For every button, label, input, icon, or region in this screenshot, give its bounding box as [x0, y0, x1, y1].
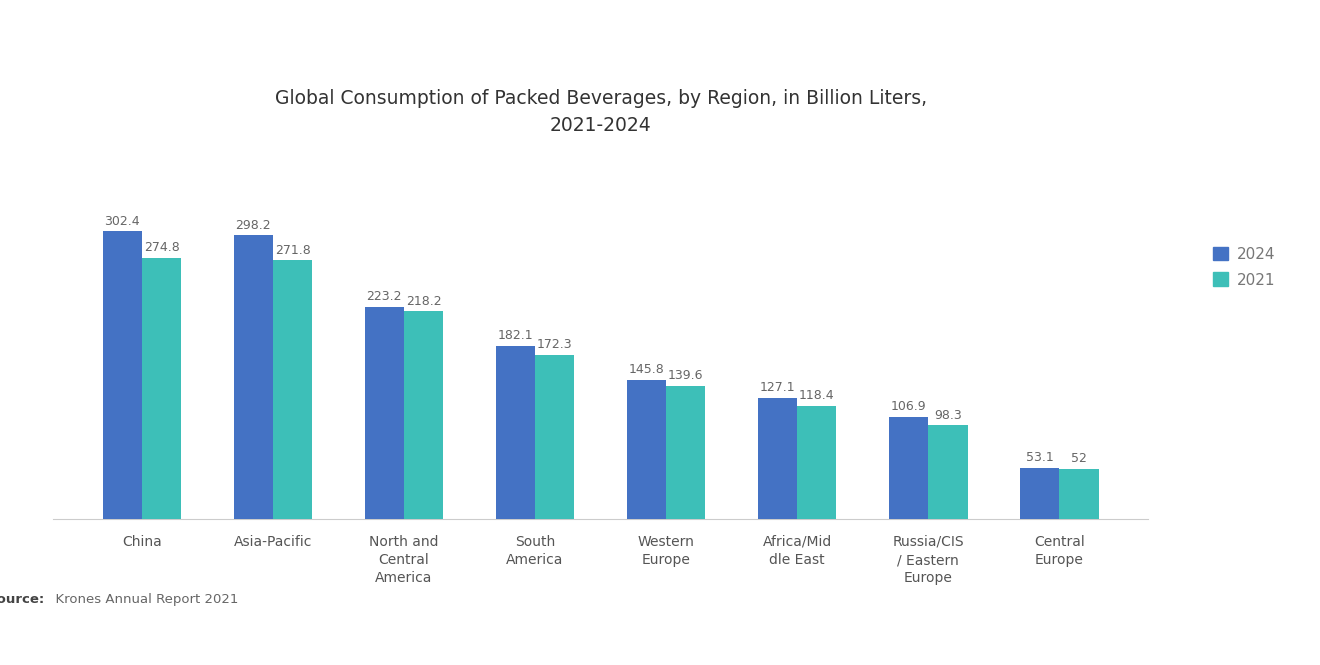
Text: 145.8: 145.8 [628, 363, 664, 376]
Text: 106.9: 106.9 [891, 400, 927, 414]
Bar [797, 406, 837, 519]
Legend: 2024, 2021: 2024, 2021 [1205, 239, 1283, 295]
Text: 139.6: 139.6 [668, 369, 704, 382]
Bar [1059, 469, 1098, 519]
Bar [234, 235, 273, 519]
Bar [758, 398, 797, 519]
Bar [103, 231, 143, 519]
Bar [667, 386, 705, 519]
Text: 118.4: 118.4 [799, 390, 834, 402]
Text: 98.3: 98.3 [935, 408, 962, 422]
Bar [143, 257, 181, 519]
Bar [273, 261, 313, 519]
Title: Global Consumption of Packed Beverages, by Region, in Billion Liters,
2021-2024: Global Consumption of Packed Beverages, … [275, 89, 927, 134]
Text: 53.1: 53.1 [1026, 452, 1053, 464]
Text: 182.1: 182.1 [498, 329, 533, 342]
Text: Krones Annual Report 2021: Krones Annual Report 2021 [48, 593, 239, 606]
Text: 218.2: 218.2 [405, 295, 441, 308]
Text: 274.8: 274.8 [144, 241, 180, 254]
Bar [404, 311, 444, 519]
Text: 172.3: 172.3 [537, 338, 573, 351]
Text: 271.8: 271.8 [275, 243, 310, 257]
Bar [627, 380, 667, 519]
Text: 298.2: 298.2 [235, 219, 271, 231]
Text: 52: 52 [1071, 452, 1086, 466]
Bar [535, 355, 574, 519]
Bar [364, 307, 404, 519]
Text: 127.1: 127.1 [760, 381, 796, 394]
Text: 302.4: 302.4 [104, 215, 140, 227]
Text: 223.2: 223.2 [367, 290, 403, 303]
Bar [1020, 468, 1059, 519]
Bar [496, 346, 535, 519]
Bar [888, 417, 928, 519]
Text: Source:: Source: [0, 593, 45, 606]
Bar [928, 426, 968, 519]
